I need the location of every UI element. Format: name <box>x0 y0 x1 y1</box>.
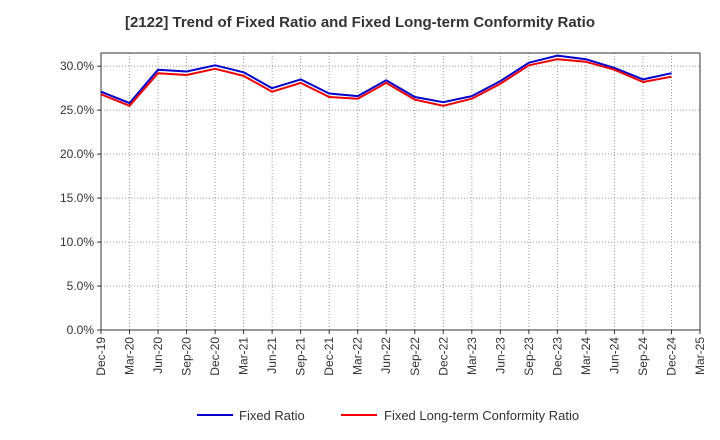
x-tick-label: Jun-23 <box>493 337 507 374</box>
y-tick-label: 20.0% <box>60 147 94 161</box>
x-tick-label: Jun-24 <box>607 337 621 374</box>
plot-area-border <box>100 52 701 331</box>
series-line-2 <box>100 58 672 107</box>
x-tick-label: Dec-22 <box>436 337 450 376</box>
series-line-1 <box>100 54 672 105</box>
y-tick-label: 15.0% <box>60 191 94 205</box>
x-tick-label: Sep-20 <box>180 337 194 376</box>
y-tick-label: 10.0% <box>60 235 94 249</box>
x-tick-label: Mar-23 <box>465 337 479 375</box>
y-tick-label: 30.0% <box>60 59 94 73</box>
x-tick-label: Jun-20 <box>151 337 165 374</box>
x-tick-label: Sep-24 <box>636 337 650 376</box>
x-tick-label: Mar-22 <box>351 337 365 375</box>
x-tick-label: Jun-21 <box>265 337 279 374</box>
legend-label-2: Fixed Long-term Conformity Ratio <box>384 408 579 423</box>
x-tick-label: Jun-22 <box>379 337 393 374</box>
x-tick-label: Dec-23 <box>550 337 564 376</box>
legend-label-1: Fixed Ratio <box>239 408 305 423</box>
x-tick-label: Sep-22 <box>408 337 422 376</box>
x-tick-label: Sep-23 <box>522 337 536 376</box>
x-tick-label: Dec-19 <box>94 337 108 376</box>
x-tick-label: Sep-21 <box>294 337 308 376</box>
x-tick-label: Mar-24 <box>579 337 593 375</box>
x-tick-label: Dec-24 <box>664 337 678 376</box>
chart-title: [2122] Trend of Fixed Ratio and Fixed Lo… <box>124 14 596 31</box>
y-tick-label: 25.0% <box>60 103 94 117</box>
x-tick-label: Mar-21 <box>237 337 251 375</box>
y-tick-label: 5.0% <box>67 279 95 293</box>
x-tick-label: Mar-20 <box>123 337 137 375</box>
x-tick-label: Dec-20 <box>208 337 222 376</box>
y-tick-label: 0.0% <box>67 323 95 337</box>
x-tick-label: Mar-25 <box>693 337 707 375</box>
x-tick-label: Dec-21 <box>322 337 336 376</box>
